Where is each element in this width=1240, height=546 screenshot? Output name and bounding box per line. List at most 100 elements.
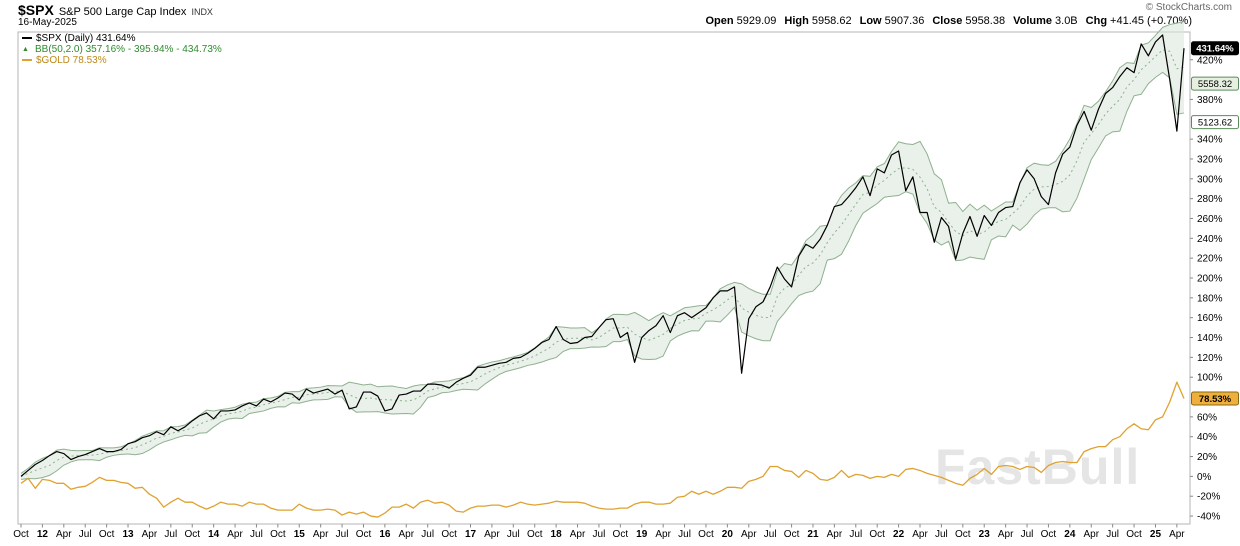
axis-marker-box: 78.53%: [1191, 391, 1239, 406]
x-tick-label: 23: [979, 529, 991, 540]
x-tick-label: 17: [465, 529, 477, 540]
x-tick-label: Apr: [1083, 529, 1099, 540]
quote-label: Volume: [1013, 15, 1053, 27]
y-tick-label: 20%: [1197, 452, 1217, 463]
y-tick-label: 120%: [1197, 353, 1223, 364]
x-tick-label: Jul: [164, 529, 177, 540]
x-tick-label: Oct: [270, 529, 286, 540]
x-tick-label: Jul: [935, 529, 948, 540]
svg-text:78.53%: 78.53%: [1199, 394, 1232, 405]
y-tick-label: 340%: [1197, 135, 1223, 146]
copyright-notice: © StockCharts.com: [1145, 2, 1232, 13]
y-tick-label: 320%: [1197, 154, 1223, 165]
x-tick-label: 14: [208, 529, 220, 540]
x-tick-label: Apr: [142, 529, 158, 540]
x-tick-label: Oct: [356, 529, 372, 540]
x-tick-label: 15: [294, 529, 306, 540]
index-name: S&P 500 Large Cap Index: [58, 6, 187, 18]
y-tick-label: 100%: [1197, 373, 1223, 384]
plot-border: [17, 31, 1191, 525]
x-tick-label: 19: [636, 529, 648, 540]
x-tick-label: Oct: [869, 529, 885, 540]
x-tick-label: 16: [379, 529, 391, 540]
spx-line: [20, 34, 1185, 477]
quote-row: Open 5929.09 High 5958.62 Low 5907.36 Close 595…: [697, 15, 1192, 27]
axis-marker-box: 431.64%: [1191, 41, 1239, 56]
x-tick-label: Apr: [1169, 529, 1185, 540]
gold-line-swatch: [22, 59, 32, 62]
x-tick-label: Apr: [912, 529, 928, 540]
x-tick-label: Jul: [421, 529, 434, 540]
x-tick-label: Oct: [784, 529, 800, 540]
x-tick-label: Apr: [570, 529, 586, 540]
y-tick-label: 220%: [1197, 254, 1223, 265]
y-tick-label: 300%: [1197, 174, 1223, 185]
x-tick-label: Jul: [1106, 529, 1119, 540]
quote-value: 5958.62: [811, 15, 852, 27]
y-tick-label: 280%: [1197, 194, 1223, 205]
x-tick-label: Apr: [998, 529, 1014, 540]
x-tick-label: Jul: [1021, 529, 1034, 540]
quote-value: 3.0B: [1055, 15, 1078, 27]
y-tick-label: 380%: [1197, 95, 1223, 106]
y-tick-label: 200%: [1197, 274, 1223, 285]
x-tick-label: Oct: [613, 529, 629, 540]
legend-spx: $SPX (Daily) 431.64%: [22, 33, 222, 44]
x-tick-label: Oct: [1041, 529, 1057, 540]
x-tick-label: 18: [551, 529, 563, 540]
x-tick-label: 24: [1064, 529, 1076, 540]
x-tick-label: Jul: [593, 529, 606, 540]
x-tick-label: Apr: [313, 529, 329, 540]
x-tick-label: Jul: [336, 529, 349, 540]
y-tick-label: -40%: [1197, 512, 1220, 523]
x-tick-label: Jul: [507, 529, 520, 540]
x-tick-label: Jul: [764, 529, 777, 540]
axis-marker-box: 5123.62: [1191, 115, 1239, 130]
x-tick-label: Oct: [441, 529, 457, 540]
gold-line: [20, 381, 1185, 518]
x-tick-label: Oct: [184, 529, 200, 540]
x-tick-label: 25: [1150, 529, 1162, 540]
legend-bb: ▲ BB(50,2.0) 357.16% - 395.94% - 434.73%: [22, 44, 222, 55]
x-tick-label: Oct: [955, 529, 971, 540]
y-tick-label: 240%: [1197, 234, 1223, 245]
quote-value: 5907.36: [884, 15, 925, 27]
x-tick-label: Apr: [741, 529, 757, 540]
y-tick-label: 0%: [1197, 472, 1212, 483]
x-tick-label: Jul: [250, 529, 263, 540]
x-tick-label: Apr: [399, 529, 415, 540]
chart-date: 16-May-2025: [18, 17, 77, 28]
spx-line-swatch: [22, 37, 32, 40]
axis-marker-box: 5558.32: [1191, 76, 1239, 91]
bollinger-upper-line: [20, 20, 1185, 474]
x-tick-label: 13: [122, 529, 134, 540]
x-tick-label: Oct: [1126, 529, 1142, 540]
y-tick-label: 160%: [1197, 313, 1223, 324]
quote-label: Low: [859, 15, 882, 27]
y-tick-label: 60%: [1197, 412, 1217, 423]
exchange-label: INDX: [191, 7, 213, 17]
quote-label: Chg: [1085, 15, 1108, 27]
y-tick-label: 260%: [1197, 214, 1223, 225]
x-tick-label: Jul: [678, 529, 691, 540]
chart-header: $SPX S&P 500 Large Cap Index INDX: [18, 2, 213, 20]
x-tick-label: 22: [893, 529, 905, 540]
x-tick-label: Apr: [827, 529, 843, 540]
bollinger-band-fill: [21, 21, 1184, 480]
legend-gold-label: $GOLD 78.53%: [36, 55, 107, 66]
quote-label: Open: [705, 15, 734, 27]
bb-triangle-icon: ▲: [22, 46, 29, 53]
svg-text:431.64%: 431.64%: [1196, 44, 1234, 55]
legend-gold: $GOLD 78.53%: [22, 55, 222, 66]
x-tick-label: Apr: [655, 529, 671, 540]
symbol: $SPX: [18, 2, 54, 18]
y-tick-label: 40%: [1197, 432, 1217, 443]
bollinger-lower-line: [20, 71, 1185, 480]
bollinger-mid-line: [20, 49, 1185, 477]
x-tick-label: Apr: [227, 529, 243, 540]
x-tick-label: Apr: [484, 529, 500, 540]
x-tick-label: 20: [722, 529, 734, 540]
y-tick-label: -20%: [1197, 492, 1220, 503]
